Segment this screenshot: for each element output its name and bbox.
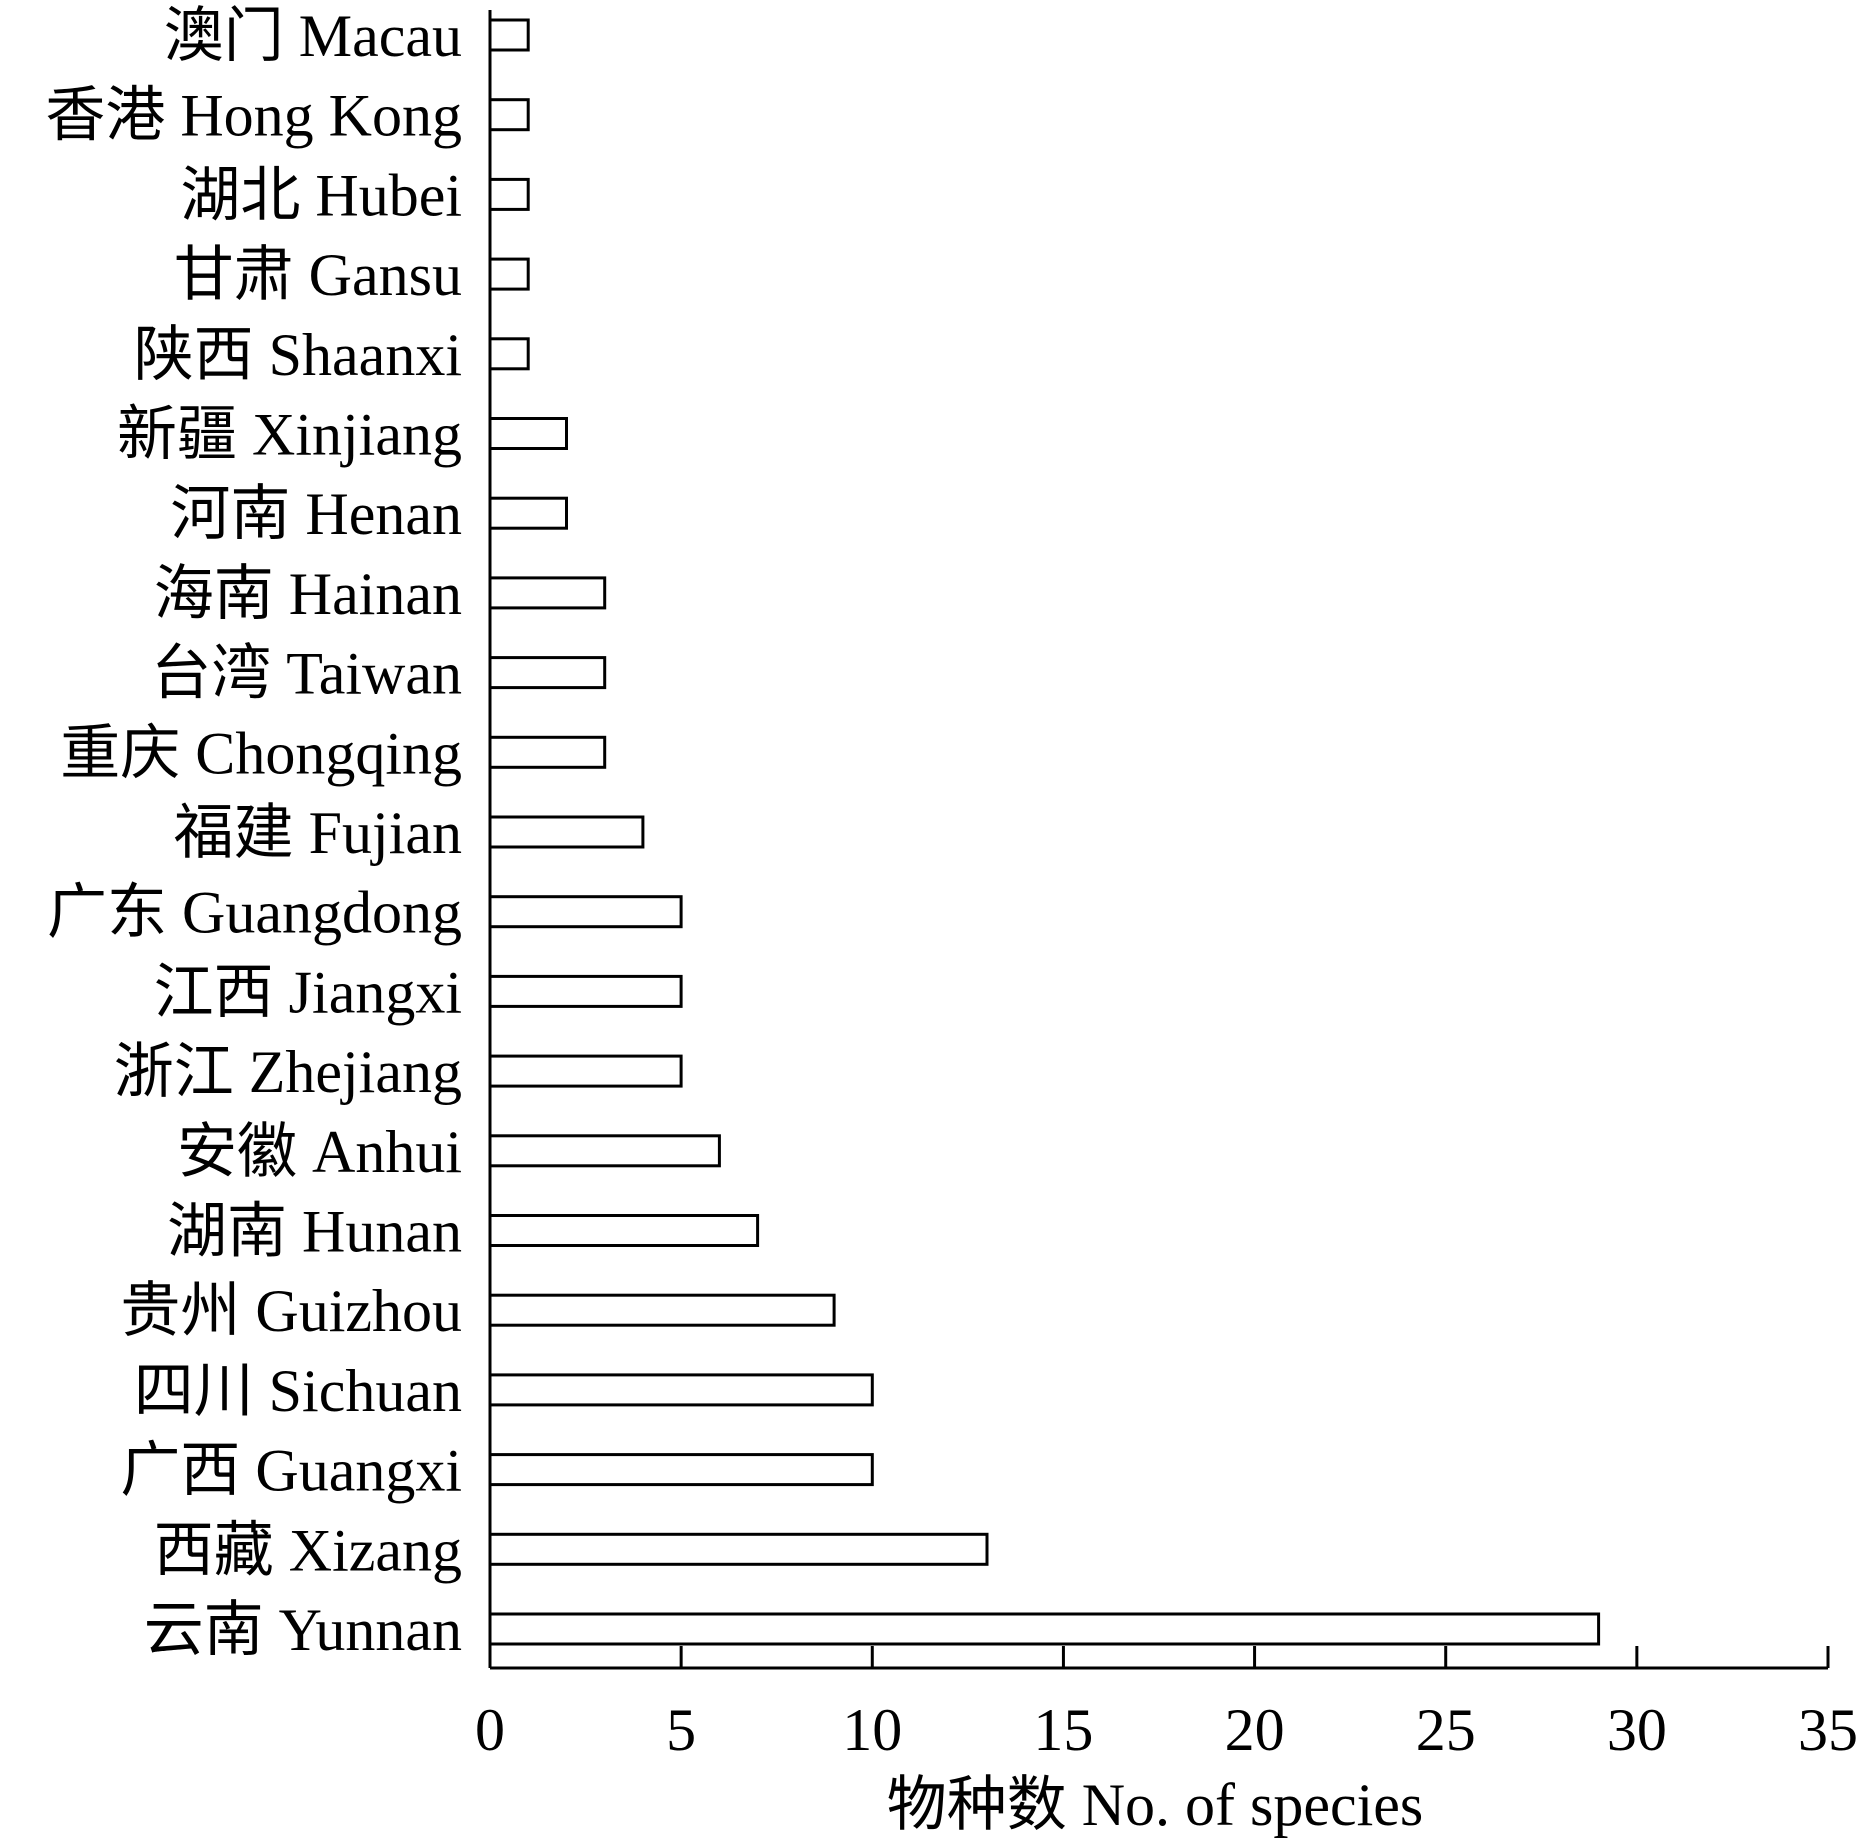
category-label-macau: 澳门 Macau	[164, 3, 462, 69]
category-label-sichuan: 四川 Sichuan	[134, 1358, 462, 1424]
bar-jiangxi	[488, 974, 683, 1008]
category-label-hainan: 海南 Hainan	[154, 561, 462, 627]
category-label-xizang: 西藏 Xizang	[154, 1517, 462, 1583]
bar-macau	[488, 18, 530, 52]
bar-xinjiang	[488, 417, 568, 450]
bar-fujian	[488, 815, 645, 849]
category-label-anhui: 安徽 Anhui	[177, 1119, 462, 1185]
category-label-xinjiang: 新疆 Xinjiang	[117, 402, 462, 468]
bar-zhejiang	[488, 1054, 683, 1088]
bar-gansu	[488, 257, 530, 291]
category-label-guizhou: 贵州 Guizhou	[120, 1278, 462, 1344]
category-label-guangdong: 广东 Guangdong	[47, 880, 462, 946]
x-tick-label-5: 5	[666, 1697, 696, 1763]
bar-yunnan	[488, 1612, 1601, 1646]
bar-shaanxi	[488, 337, 530, 371]
category-label-taiwan: 台湾 Taiwan	[151, 641, 462, 707]
x-axis-title: 物种数 No. of species	[887, 1772, 1424, 1838]
x-tick-label-35: 35	[1798, 1697, 1857, 1763]
category-label-hunan: 湖南 Hunan	[167, 1199, 462, 1265]
bar-guangxi	[488, 1453, 874, 1487]
bar-guizhou	[488, 1293, 836, 1327]
category-label-shaanxi: 陕西 Shaanxi	[134, 322, 462, 388]
category-label-zhejiang: 浙江 Zhejiang	[114, 1039, 462, 1105]
x-tick-label-25: 25	[1416, 1697, 1476, 1763]
bar-sichuan	[488, 1373, 874, 1407]
category-label-henan: 河南 Henan	[170, 481, 462, 547]
x-tick-label-15: 15	[1033, 1697, 1093, 1763]
category-label-chongqing: 重庆 Chongqing	[60, 720, 462, 786]
bar-hong-kong	[488, 98, 530, 132]
bar-chongqing	[488, 735, 607, 769]
x-tick-label-10: 10	[842, 1697, 902, 1763]
bar-henan	[488, 496, 568, 530]
category-label-hubei: 湖北 Hubei	[180, 162, 462, 228]
labels-layer: 澳门 Macau 香港 Hong Kong 湖北 Hubei 甘肃 Gansu 陕西 S…	[45, 3, 1857, 1763]
category-label-fujian: 福建 Fujian	[174, 800, 462, 866]
category-label-hong-kong: 香港 Hong Kong	[45, 83, 462, 149]
x-tick-label-0: 0	[475, 1697, 505, 1763]
bar-hainan	[488, 576, 607, 610]
bar-hubei	[488, 177, 530, 211]
category-label-yunnan: 云南 Yunnan	[144, 1597, 462, 1663]
bar-guangdong	[488, 895, 683, 929]
category-label-gansu: 甘肃 Gansu	[174, 242, 462, 308]
bars-layer	[488, 18, 1601, 1646]
bar-taiwan	[488, 656, 607, 690]
category-label-guangxi: 广西 Guangxi	[120, 1438, 462, 1504]
bar-hunan	[488, 1214, 760, 1247]
x-tick-label-20: 20	[1225, 1697, 1285, 1763]
axes-layer	[488, 10, 1830, 1670]
category-label-jiangxi: 江西 Jiangxi	[154, 959, 462, 1025]
bar-anhui	[488, 1134, 721, 1168]
x-tick-label-30: 30	[1607, 1697, 1667, 1763]
bar-xizang	[488, 1532, 989, 1566]
